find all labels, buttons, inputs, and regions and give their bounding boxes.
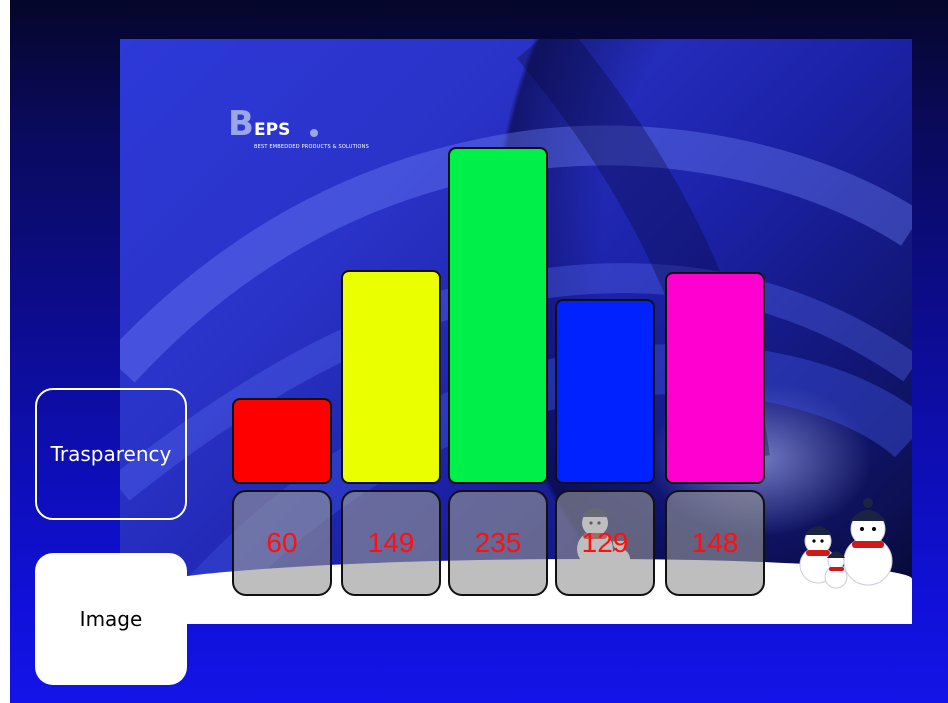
trasparency-button[interactable]: Trasparency <box>35 388 187 520</box>
logo-mark: B <box>228 104 254 144</box>
screen: B EPS BEST EMBEDDED PRODUCTS & SOLUTIONS <box>10 0 948 703</box>
logo-tagline: BEST EMBEDDED PRODUCTS & SOLUTIONS <box>254 144 369 150</box>
bar-value-label: 129 <box>555 490 655 596</box>
snowmen-icon <box>799 498 893 589</box>
image-button-label: Image <box>79 607 143 631</box>
chart-bar <box>232 398 332 484</box>
chart-bar <box>665 272 765 484</box>
chart-bar <box>341 270 441 484</box>
chart-bar <box>448 147 548 484</box>
image-button[interactable]: Image <box>35 553 187 685</box>
trasparency-button-label: Trasparency <box>50 442 172 466</box>
bar-value-label: 149 <box>341 490 441 596</box>
chart-bar <box>555 299 655 484</box>
bar-value-label: 148 <box>665 490 765 596</box>
logo-word: EPS <box>254 120 291 140</box>
bar-value-label: 60 <box>232 490 332 596</box>
bar-value-label: 235 <box>448 490 548 596</box>
logo-dot-icon <box>310 129 318 137</box>
